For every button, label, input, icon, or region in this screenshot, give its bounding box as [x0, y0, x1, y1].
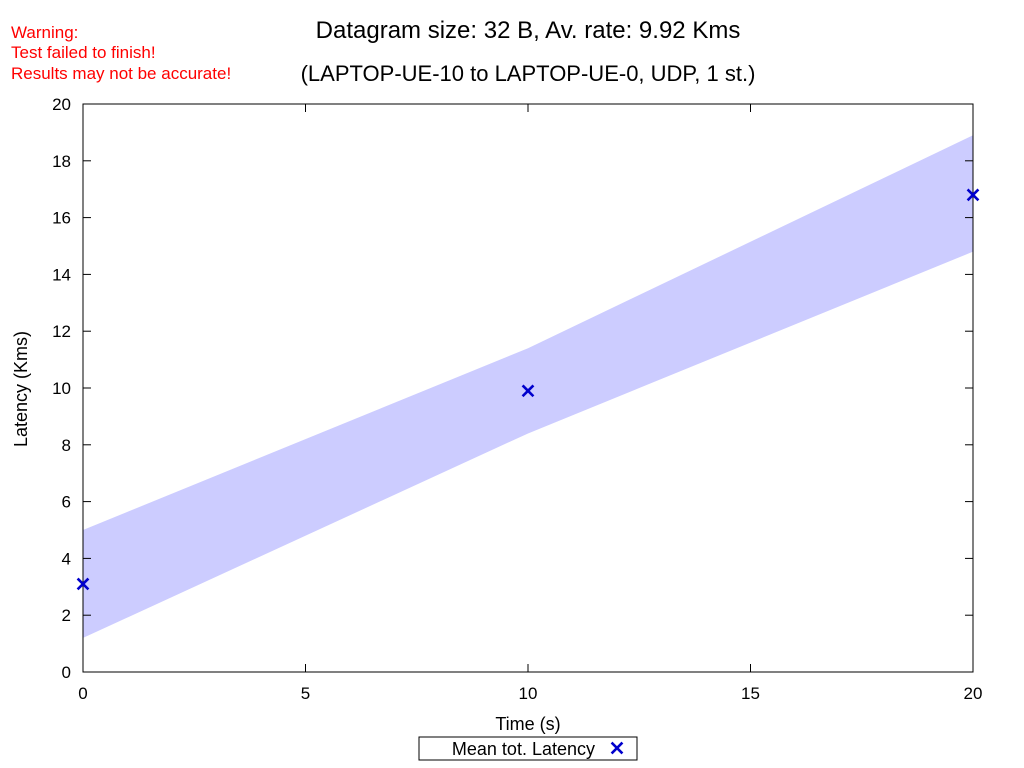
x-axis-label: Time (s): [495, 714, 560, 734]
y-tick-label: 18: [52, 152, 71, 171]
warning-line-3: Results may not be accurate!: [11, 64, 231, 83]
chart-title: Datagram size: 32 B, Av. rate: 9.92 Kms: [316, 17, 741, 44]
y-tick-label: 0: [62, 663, 71, 682]
y-tick-label: 6: [62, 493, 71, 512]
x-axis-ticks: 0 5 10 15 20: [78, 104, 982, 703]
data-point: [966, 188, 980, 202]
x-tick-label: 10: [519, 684, 538, 703]
y-axis-ticks: 0 2 4 6 8 10 12 14 16 18 20: [52, 95, 973, 682]
data-point: [521, 384, 535, 398]
y-tick-label: 14: [52, 265, 71, 284]
x-tick-label: 0: [78, 684, 87, 703]
y-tick-label: 4: [62, 549, 71, 568]
y-tick-label: 2: [62, 606, 71, 625]
x-tick-label: 5: [301, 684, 310, 703]
data-point: [76, 577, 90, 591]
y-tick-label: 12: [52, 322, 71, 341]
legend-marker-x: [610, 741, 624, 755]
warning-line-1: Warning:: [11, 23, 78, 42]
legend: Mean tot. Latency: [418, 736, 638, 761]
y-tick-label: 8: [62, 436, 71, 455]
x-tick-label: 20: [964, 684, 983, 703]
latency-range-band: [83, 135, 973, 638]
legend-label: Mean tot. Latency: [452, 739, 595, 759]
legend-marker-x-glyph: [610, 741, 624, 755]
chart-subtitle: (LAPTOP-UE-10 to LAPTOP-UE-0, UDP, 1 st.…: [301, 61, 756, 86]
warning-line-2: Test failed to finish!: [11, 43, 156, 62]
y-tick-label: 20: [52, 95, 71, 114]
y-tick-label: 10: [52, 379, 71, 398]
warning-block: Warning: Test failed to finish! Results …: [11, 23, 231, 83]
legend-box: [418, 736, 638, 761]
y-tick-label: 16: [52, 209, 71, 228]
x-tick-label: 15: [741, 684, 760, 703]
y-axis-label: Latency (Kms): [11, 331, 31, 447]
data-points: [76, 188, 980, 591]
